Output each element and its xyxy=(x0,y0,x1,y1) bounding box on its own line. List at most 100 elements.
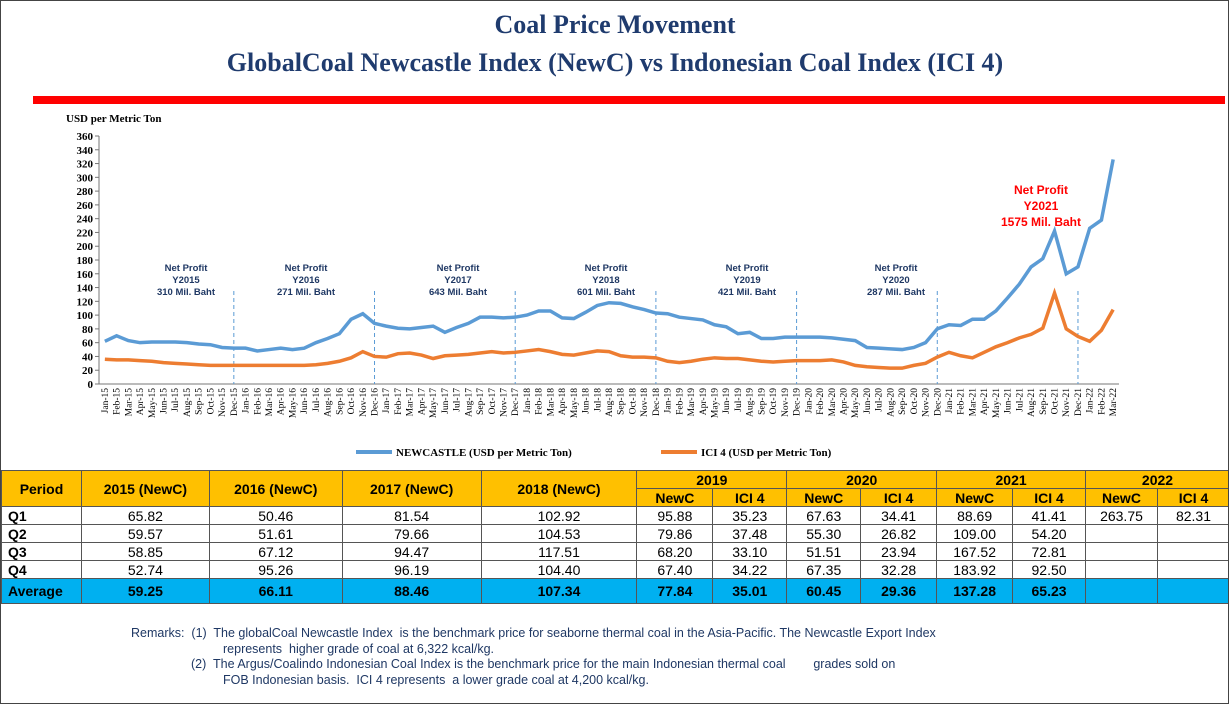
remark-line: (2) The Argus/Coalindo Indonesian Coal I… xyxy=(191,657,896,671)
table-cell: Q4 xyxy=(1,560,82,579)
header-cell: 2019 xyxy=(636,470,788,489)
x-tick-label: Sep-17 xyxy=(476,388,486,415)
x-tick-label: Aug-19 xyxy=(746,388,756,417)
table: Period 2015 (NewC) 2016 (NewC) 2017 (NewC) 2… xyxy=(1,470,1228,604)
x-tick-label: Mar-16 xyxy=(265,388,275,417)
y-tick-label: 140 xyxy=(77,283,94,295)
x-tick-label: Sep-16 xyxy=(335,388,345,415)
x-tick-label: Apr-19 xyxy=(699,388,709,415)
header-cell: 2018 (NewC) xyxy=(480,470,638,507)
header-cell: 2021 xyxy=(936,470,1087,489)
table-cell: 92.50 xyxy=(1012,560,1087,579)
table-cell: 95.88 xyxy=(636,506,714,525)
x-tick-label: Dec-17 xyxy=(511,388,521,416)
header-cell: 2022 xyxy=(1085,470,1228,489)
annotation: Net Profit xyxy=(875,263,919,274)
y-tick-label: 260 xyxy=(77,200,94,212)
x-tick-label: Nov-17 xyxy=(499,388,509,417)
annotation: Y2018 xyxy=(592,275,619,286)
table-cell: 51.61 xyxy=(208,524,343,543)
x-tick-label: Oct-18 xyxy=(628,388,638,415)
y-tick-label: 80 xyxy=(82,324,94,336)
annotation: Net Profit xyxy=(585,263,629,274)
annotation: 1575 Mil. Baht xyxy=(1001,215,1081,229)
y-tick-label: 240 xyxy=(77,214,94,226)
y-tick-label: 220 xyxy=(77,227,94,239)
x-tick-label: May-17 xyxy=(429,388,439,418)
annotation: 287 Mil. Baht xyxy=(867,287,926,298)
x-tick-label: Feb-19 xyxy=(675,388,685,415)
y-tick-label: 0 xyxy=(88,379,94,391)
x-tick-label: Sep-21 xyxy=(1039,388,1049,415)
x-tick-label: Jan-16 xyxy=(242,388,252,414)
x-tick-label: Aug-17 xyxy=(464,388,474,417)
annotation: 310 Mil. Baht xyxy=(157,287,216,298)
x-tick-label: Aug-16 xyxy=(324,388,334,417)
table-cell: 52.74 xyxy=(80,560,210,579)
x-tick-label: Dec-19 xyxy=(793,388,803,416)
table-cell: 67.40 xyxy=(636,560,714,579)
x-tick-label: Oct-17 xyxy=(488,388,498,415)
x-tick-label: Jul-18 xyxy=(593,388,603,412)
x-tick-label: Jul-16 xyxy=(312,388,322,412)
x-tick-label: Feb-17 xyxy=(394,388,404,415)
x-tick-label: Oct-19 xyxy=(769,388,779,415)
x-tick-label: Dec-21 xyxy=(1074,388,1084,416)
table-cell: 96.19 xyxy=(341,560,482,579)
header-cell: ICI 4 xyxy=(1012,488,1087,507)
table-cell xyxy=(1156,524,1228,543)
x-tick-label: Mar-15 xyxy=(124,388,134,417)
x-tick-label: Jul-20 xyxy=(875,388,885,412)
x-tick-label: Mar-19 xyxy=(687,388,697,417)
x-tick-label: Jan-15 xyxy=(101,388,111,414)
x-tick-label: Feb-15 xyxy=(113,388,123,415)
table-cell: Average xyxy=(1,578,82,604)
table-cell: Q3 xyxy=(1,542,82,561)
x-tick-label: May-15 xyxy=(148,388,158,418)
table-cell: 26.82 xyxy=(860,524,938,543)
x-tick-label: May-20 xyxy=(851,388,861,418)
header-cell: 2017 (NewC) xyxy=(341,470,482,507)
x-tick-label: May-18 xyxy=(570,388,580,418)
x-tick-label: Jul-21 xyxy=(1015,388,1025,412)
table-cell: 37.48 xyxy=(712,524,788,543)
x-tick-label: Jan-20 xyxy=(804,388,814,414)
x-tick-label: Jun-20 xyxy=(863,388,873,414)
header-cell: ICI 4 xyxy=(1156,488,1228,507)
header-cell: 2016 (NewC) xyxy=(208,470,343,507)
x-tick-label: Jun-18 xyxy=(582,388,592,414)
x-tick-label: Oct-20 xyxy=(910,388,920,415)
table-cell: 51.51 xyxy=(786,542,862,561)
x-tick-label: May-21 xyxy=(992,388,1002,418)
x-tick-label: Jan-18 xyxy=(523,388,533,414)
header-row: Period 2015 (NewC) 2016 (NewC) 2017 (NewC) 2… xyxy=(1,470,1228,507)
annotation: 421 Mil. Baht xyxy=(718,287,777,298)
y-tick-label: 20 xyxy=(82,365,94,377)
x-tick-label: Mar-18 xyxy=(546,388,556,417)
y-axis-label: USD per Metric Ton xyxy=(66,113,161,125)
table-cell: 95.26 xyxy=(208,560,343,579)
x-tick-label: Oct-21 xyxy=(1051,388,1061,415)
table-cell: 117.51 xyxy=(480,542,638,561)
table-row: Q2 59.57 51.61 79.66 104.53 79.86 37.48 55.30 26… xyxy=(1,524,1228,543)
table-cell: 107.34 xyxy=(480,578,638,604)
y-tick-label: 280 xyxy=(77,186,94,198)
table-cell: 81.54 xyxy=(341,506,482,525)
x-tick-label: Mar-22 xyxy=(1109,388,1119,417)
header-cell: NewC xyxy=(936,488,1014,507)
table-cell: 59.25 xyxy=(80,578,210,604)
table-cell: 67.63 xyxy=(786,506,862,525)
x-tick-label: Nov-16 xyxy=(359,388,369,417)
x-tick-label: Apr-16 xyxy=(277,388,287,415)
x-tick-label: May-19 xyxy=(711,388,721,418)
header-cell: NewC xyxy=(636,488,714,507)
table-cell: 66.11 xyxy=(208,578,343,604)
x-tick-label: Mar-21 xyxy=(968,388,978,417)
remarks: Remarks: (1) The globalCoal Newcastle In… xyxy=(1,626,1228,688)
table-cell: 34.22 xyxy=(712,560,788,579)
table-cell: 34.41 xyxy=(860,506,938,525)
table-cell xyxy=(1085,578,1158,604)
table-cell: 72.81 xyxy=(1012,542,1087,561)
table-cell: 67.12 xyxy=(208,542,343,561)
series-line xyxy=(104,159,1115,353)
